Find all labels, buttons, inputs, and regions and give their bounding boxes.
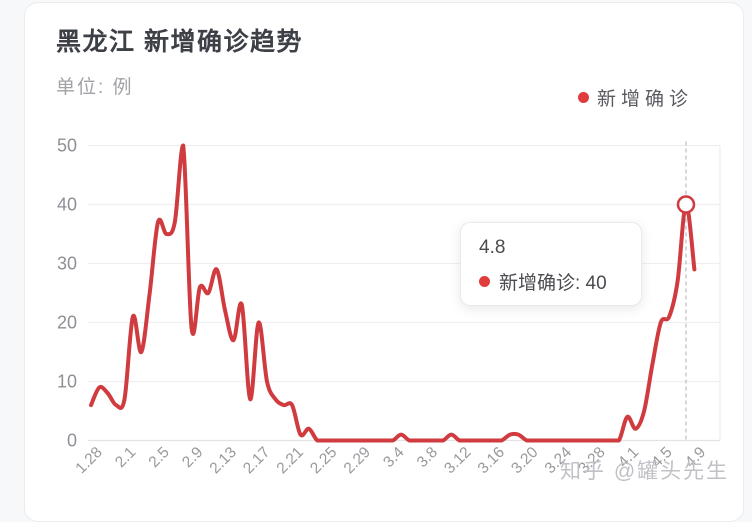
legend-item-new-confirmed[interactable]: 新增确诊	[578, 84, 693, 111]
x-axis-label: 2.25	[307, 444, 340, 477]
y-axis-label: 10	[57, 372, 77, 392]
y-axis-label: 30	[57, 254, 77, 274]
y-axis-label: 20	[57, 313, 77, 333]
series-line	[89, 143, 697, 443]
page-title: 黑龙江 新增确诊趋势	[56, 28, 303, 56]
tooltip-series-row: 新增确诊: 40	[479, 268, 623, 295]
x-axis-label: 2.9	[179, 444, 206, 471]
unit-label: 单位: 例	[56, 77, 134, 98]
tooltip-series-dot-icon	[479, 276, 490, 287]
trend-line-chart[interactable]: 0 10 20 30 40 50 1.28 2.1 2.5 2.9 2.13 2.17 2.21 2.25…	[0, 0, 752, 500]
tooltip-date: 4.8	[479, 237, 506, 258]
x-axis-label: 3.12	[441, 444, 474, 477]
y-axis-label: 50	[57, 136, 77, 156]
x-axis-label: 1.28	[72, 444, 105, 477]
tooltip-series-value: 新增确诊: 40	[499, 273, 607, 294]
x-axis-label: 3.16	[475, 444, 508, 477]
x-axis-label: 2.17	[240, 444, 273, 477]
y-axis-label: 0	[67, 431, 77, 451]
watermark-text: 知乎 @罐头先生	[560, 460, 730, 483]
x-axis-label: 2.5	[146, 444, 173, 471]
x-axis-label: 3.4	[380, 444, 408, 472]
highlight-point-marker[interactable]	[676, 195, 696, 214]
x-axis-label: 2.29	[341, 444, 374, 477]
legend-dot-icon	[578, 92, 589, 103]
legend-label: 新增确诊	[597, 89, 694, 110]
x-axis-label: 2.13	[207, 444, 240, 477]
x-axis-label: 2.1	[112, 444, 139, 471]
y-axis-label: 40	[57, 195, 77, 215]
x-axis-label: 3.20	[508, 444, 542, 478]
x-axis-label: 3.8	[414, 444, 441, 471]
chart-tooltip: 4.8 新增确诊: 40	[460, 222, 642, 306]
x-axis-label: 2.21	[274, 444, 307, 477]
